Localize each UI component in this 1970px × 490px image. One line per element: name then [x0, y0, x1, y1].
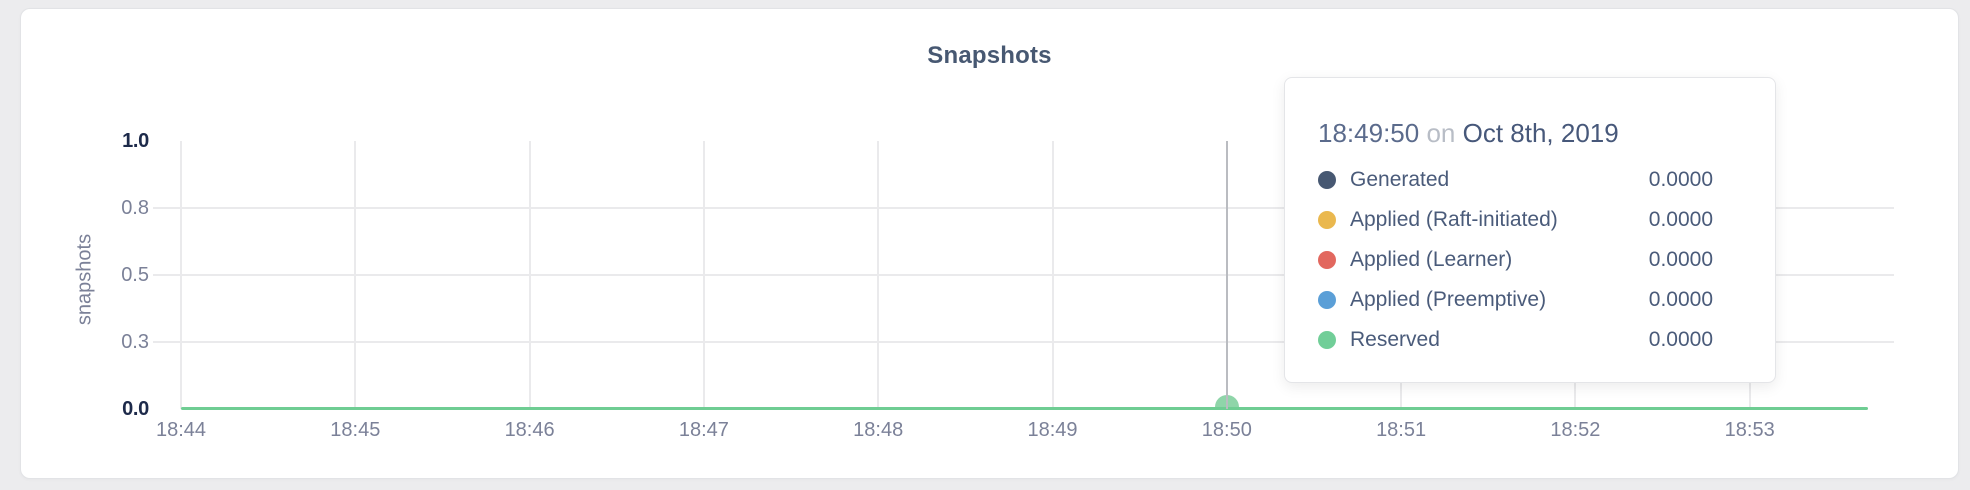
- series-value: 0.0000: [1648, 288, 1713, 311]
- y-gridline: [153, 341, 1894, 343]
- series-color-dot-icon: [1318, 291, 1336, 309]
- x-tick-label: 18:44: [155, 419, 207, 441]
- series-name: Applied (Learner): [1350, 248, 1513, 271]
- series-value: 0.0000: [1648, 208, 1713, 231]
- tooltip-row: Applied (Learner) 0.0000: [1318, 240, 1713, 280]
- x-tick-label: 18:53: [1724, 419, 1775, 441]
- tooltip-row: Applied (Preemptive) 0.0000: [1318, 280, 1713, 320]
- x-tick-label: 18:46: [504, 419, 555, 441]
- chart-tooltip: 18:49:50 on Oct 8th, 2019 Generated 0.000…: [1284, 77, 1776, 383]
- y-tick-label: 0.8: [121, 197, 149, 219]
- x-gridline: [877, 141, 880, 409]
- tooltip-row: Applied (Raft-initiated) 0.0000: [1318, 200, 1713, 240]
- snapshots-chart-card: Snapshots snapshots 0.0 0.3 0.5 0.8 1.0 18:44…: [20, 8, 1959, 479]
- crosshair-line: [1225, 141, 1228, 409]
- series-value: 0.0000: [1648, 328, 1713, 351]
- tooltip-header: 18:49:50 on Oct 8th, 2019: [1318, 118, 1713, 148]
- series-color-dot-icon: [1318, 171, 1336, 189]
- x-gridline: [354, 141, 357, 409]
- x-tick-label: 18:45: [330, 419, 381, 441]
- tooltip-date: Oct 8th, 2019: [1462, 118, 1619, 148]
- tooltip-row: Reserved 0.0000: [1318, 320, 1713, 360]
- x-gridline: [1051, 141, 1054, 409]
- series-color-dot-icon: [1318, 331, 1336, 349]
- y-gridline: [153, 274, 1894, 276]
- series-color-dot-icon: [1318, 211, 1336, 229]
- series-name: Applied (Raft-initiated): [1350, 208, 1558, 231]
- series-name: Applied (Preemptive): [1350, 288, 1547, 311]
- x-tick-label: 18:51: [1376, 419, 1427, 441]
- series-color-dot-icon: [1318, 251, 1336, 269]
- y-tick-label: 0.3: [121, 331, 149, 353]
- y-gridline: [153, 207, 1894, 209]
- x-gridline: [180, 141, 182, 409]
- x-tick-label: 18:48: [853, 419, 904, 441]
- tooltip-series-list: Generated 0.0000 Applied (Raft-initiated) 0…: [1318, 160, 1713, 360]
- tooltip-time: 18:49:50: [1318, 118, 1420, 148]
- series-line: [181, 407, 1868, 410]
- x-tick-label: 18:50: [1201, 419, 1252, 441]
- x-tick-label: 18:52: [1550, 419, 1601, 441]
- series-name: Reserved: [1350, 328, 1440, 351]
- tooltip-row: Generated 0.0000: [1318, 160, 1713, 200]
- series-name: Generated: [1350, 168, 1450, 191]
- x-gridline: [528, 141, 531, 409]
- tooltip-conjunction: on: [1426, 118, 1456, 148]
- y-tick-label: 0.0: [122, 398, 149, 420]
- series-value: 0.0000: [1648, 168, 1713, 191]
- y-tick-label: 1.0: [122, 130, 149, 152]
- x-gridline: [702, 141, 705, 409]
- chart-title: Snapshots: [927, 42, 1052, 69]
- x-tick-label: 18:49: [1027, 419, 1078, 441]
- x-tick-label: 18:47: [678, 419, 729, 441]
- y-tick-label: 0.5: [121, 264, 149, 286]
- series-value: 0.0000: [1648, 248, 1713, 271]
